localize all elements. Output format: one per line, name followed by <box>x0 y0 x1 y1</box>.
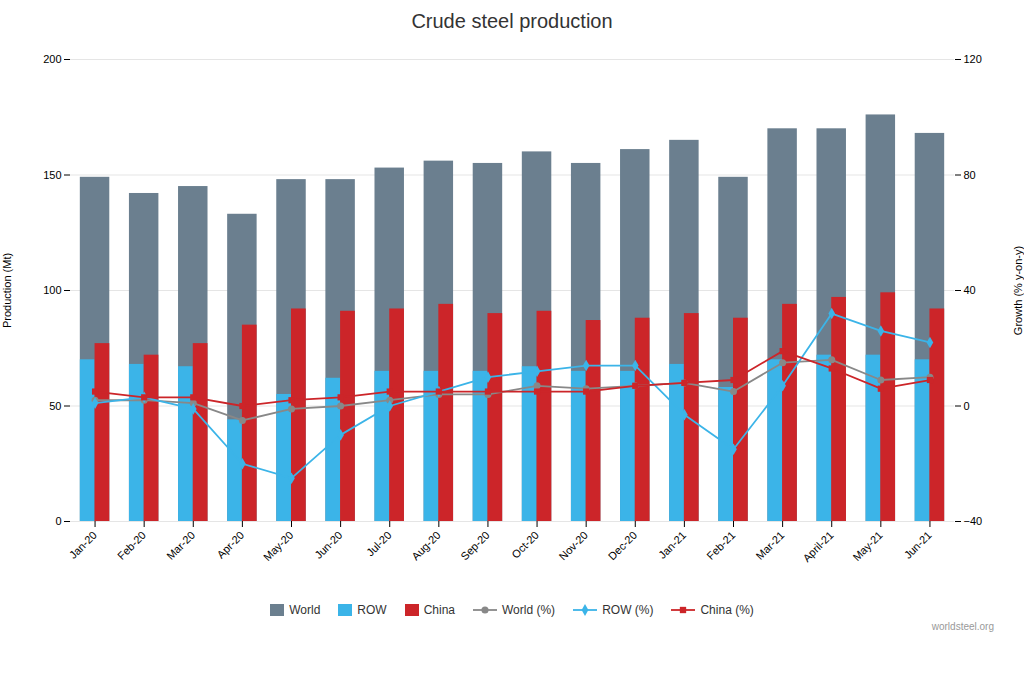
svg-text:−40: −40 <box>964 515 983 527</box>
svg-text:100: 100 <box>43 284 61 296</box>
svg-text:Growth (% y-on-y): Growth (% y-on-y) <box>1012 246 1024 335</box>
html-text:World: World <box>289 603 321 617</box>
svg-text:Oct-20: Oct-20 <box>509 529 541 561</box>
svg-text:0: 0 <box>55 515 61 527</box>
svg-text:Mar-20: Mar-20 <box>164 529 197 562</box>
svg-text:April-21: April-21 <box>800 529 835 564</box>
svg-text:50: 50 <box>49 400 61 412</box>
svg-text:Production (Mt): Production (Mt) <box>1 253 13 328</box>
svg-text:Sep-20: Sep-20 <box>458 529 492 563</box>
html-text:China: China <box>423 603 455 617</box>
svg-text:Apr-20: Apr-20 <box>214 529 246 561</box>
svg-text:Jan-21: Jan-21 <box>656 529 688 561</box>
svg-text:May-20: May-20 <box>261 529 295 563</box>
svg-text:Aug-20: Aug-20 <box>409 529 443 563</box>
html-text:World (%): World (%) <box>502 603 556 617</box>
svg-text:Jun-20: Jun-20 <box>312 529 344 561</box>
html-text:Crude steel production: Crude steel production <box>411 10 613 32</box>
svg-text:May-21: May-21 <box>850 529 884 563</box>
svg-text:150: 150 <box>43 169 61 181</box>
svg-text:Jun-21: Jun-21 <box>902 529 934 561</box>
html-text:China (%): China (%) <box>700 603 754 617</box>
html-text:ROW (%): ROW (%) <box>602 603 654 617</box>
svg-text:Jul-20: Jul-20 <box>364 529 394 559</box>
svg-text:200: 200 <box>43 53 61 65</box>
svg-text:Dec-20: Dec-20 <box>606 529 640 563</box>
svg-text:0: 0 <box>964 400 970 412</box>
html-text:worldsteel.org: worldsteel.org <box>931 621 994 632</box>
svg-text:Nov-20: Nov-20 <box>557 529 591 563</box>
svg-text:40: 40 <box>964 284 976 296</box>
svg-text:Feb-20: Feb-20 <box>115 529 148 562</box>
svg-text:Mar-21: Mar-21 <box>753 529 786 562</box>
svg-text:Jan-20: Jan-20 <box>67 529 99 561</box>
svg-text:80: 80 <box>964 169 976 181</box>
svg-text:Feb-21: Feb-21 <box>704 529 737 562</box>
html-text:ROW: ROW <box>357 603 387 617</box>
svg-text:120: 120 <box>964 53 982 65</box>
